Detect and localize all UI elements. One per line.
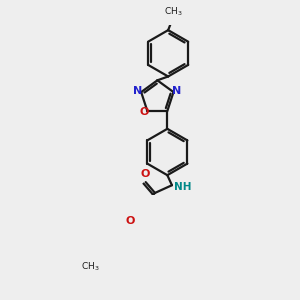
Text: CH$_3$: CH$_3$ bbox=[81, 261, 99, 273]
Text: NH: NH bbox=[174, 182, 191, 192]
Text: O: O bbox=[125, 216, 135, 226]
Text: O: O bbox=[141, 169, 150, 179]
Text: N: N bbox=[133, 86, 142, 96]
Text: O: O bbox=[140, 107, 149, 117]
Text: N: N bbox=[172, 86, 182, 96]
Text: CH$_3$: CH$_3$ bbox=[164, 5, 182, 18]
